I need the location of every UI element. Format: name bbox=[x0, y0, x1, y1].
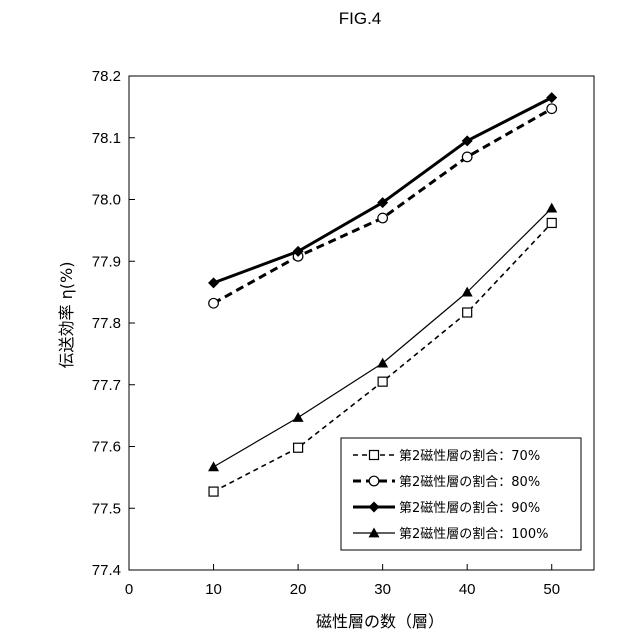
legend-marker-4 bbox=[368, 527, 380, 538]
legend-marker-2 bbox=[368, 475, 380, 487]
y-tick-label: 77.8 bbox=[92, 315, 121, 332]
x-tick-label: 30 bbox=[374, 581, 391, 598]
x-tick-label: 20 bbox=[290, 581, 307, 598]
y-tick-label: 77.7 bbox=[92, 377, 121, 394]
x-tick-label: 0 bbox=[125, 581, 133, 598]
legend-label-3: 第2磁性層の割合：90% bbox=[399, 500, 540, 516]
series-line-4 bbox=[213, 207, 553, 468]
legend-marker-3 bbox=[368, 501, 380, 513]
series-4-point bbox=[461, 286, 473, 297]
legend-label-1: 第2磁性層の割合：70% bbox=[399, 448, 540, 464]
series-3-point bbox=[546, 92, 558, 104]
legend-label-2: 第2磁性層の割合：80% bbox=[399, 474, 540, 490]
series-1-point bbox=[546, 217, 557, 229]
series-3-point bbox=[461, 135, 473, 147]
plot-area: 77.4 77.5 77.6 77.7 77.8 77.9 78.0 78.1 78.2 0 10 2… bbox=[92, 68, 595, 598]
series-1-point bbox=[377, 376, 388, 387]
series-3-point bbox=[208, 277, 220, 289]
y-tick-label: 77.6 bbox=[92, 439, 121, 456]
series-1-point bbox=[462, 307, 473, 318]
y-tick-label: 78.0 bbox=[92, 192, 121, 209]
legend-box bbox=[340, 437, 582, 551]
legend-label-4: 第2磁性層の割合：100% bbox=[399, 526, 548, 542]
x-tick-label: 10 bbox=[205, 581, 222, 598]
y-axis-label: 伝送効率 η(%) bbox=[57, 262, 76, 369]
series-4-point bbox=[377, 357, 389, 368]
series-2-point bbox=[377, 212, 389, 224]
series-4-point bbox=[546, 202, 558, 213]
series-4-point bbox=[292, 411, 304, 422]
y-tick-label: 77.9 bbox=[92, 253, 121, 270]
x-tick-label: 50 bbox=[543, 581, 560, 598]
x-tick-label: 40 bbox=[459, 581, 476, 598]
series-2-point bbox=[461, 151, 473, 163]
y-tick-label: 78.1 bbox=[92, 130, 121, 147]
series-1-point bbox=[208, 486, 219, 497]
series-2-point bbox=[546, 103, 558, 115]
y-tick-label: 77.5 bbox=[92, 500, 121, 517]
series-3-point bbox=[377, 197, 389, 209]
figure-title: FIG.4 bbox=[339, 9, 382, 28]
legend: 第2磁性層の割合：70% 第2磁性層の割合：80% 第2磁性層の割合：90% 第2磁性… bbox=[340, 437, 582, 551]
y-tick-label: 78.2 bbox=[92, 68, 121, 85]
legend-marker-1 bbox=[368, 449, 380, 461]
x-axis-label: 磁性層の数（層） bbox=[316, 612, 444, 631]
series-2-point bbox=[208, 297, 219, 309]
series-4-point bbox=[208, 461, 220, 472]
series-1-point bbox=[292, 442, 304, 453]
series-line-3 bbox=[213, 96, 553, 285]
series-3-point bbox=[292, 245, 304, 257]
y-tick-label: 77.4 bbox=[92, 562, 121, 579]
